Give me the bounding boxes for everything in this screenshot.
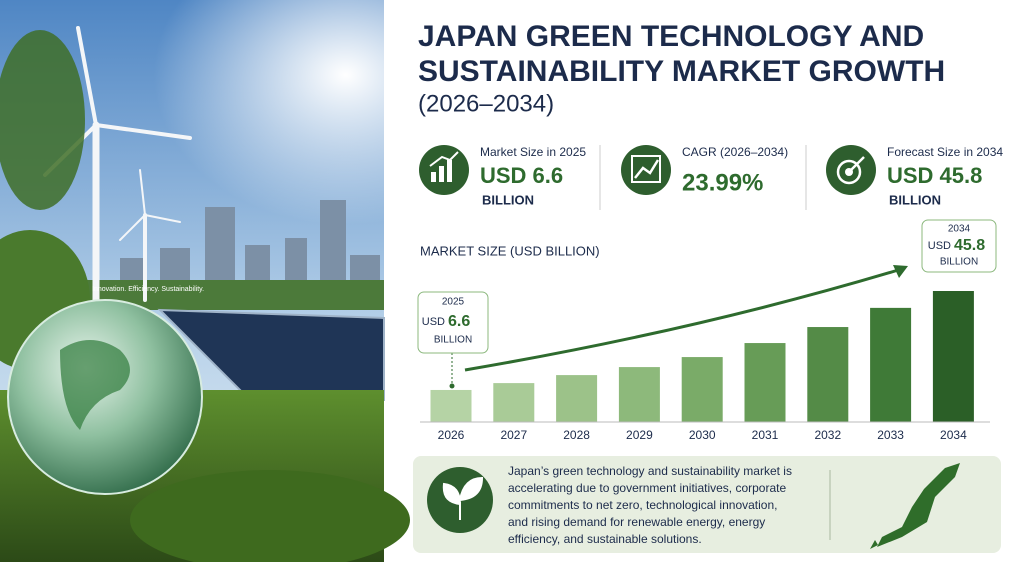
title-line: SUSTAINABILITY MARKET GROWTH [418, 55, 945, 88]
kpi-unit: BILLION [482, 192, 534, 207]
x-tick-label: 2031 [752, 428, 779, 442]
kpi-label: CAGR (2026–2034) [682, 145, 788, 159]
bar [681, 357, 723, 422]
kpi-value: 23.99% [682, 169, 763, 196]
bar [618, 367, 660, 422]
arrow-head [893, 265, 908, 278]
description-panel: Japan’s green technology and sustainabil… [413, 456, 1001, 553]
description-line: and rising demand for renewable energy, … [508, 515, 765, 529]
callout-box [417, 291, 489, 354]
chart: MARKET SIZE (USD BILLION) 2025 USD 6.6 B… [417, 219, 997, 442]
kpi-value: USD 45.8 [887, 163, 982, 188]
kpi-value: USD 6.6 [480, 163, 563, 188]
callout-year: 2034 [948, 224, 971, 235]
x-tick-label: 2032 [814, 428, 841, 442]
callout-currency: USD [422, 316, 445, 328]
x-tick-label: 2030 [689, 428, 716, 442]
chart-title: MARKET SIZE (USD BILLION) [420, 243, 600, 258]
bar [807, 327, 849, 422]
description-line: accelerating due to government initiativ… [508, 481, 786, 495]
x-tick-label: 2029 [626, 428, 653, 442]
bar [870, 307, 912, 422]
kpi-row: Market Size in 2025 USD 6.6 BILLION CAGR… [419, 145, 1003, 210]
kpi-icon [621, 145, 671, 195]
bar [430, 389, 472, 422]
description-line: efficiency, and sustainable solutions. [508, 532, 702, 546]
subtitle: (2026–2034) [418, 90, 554, 117]
description-line: Japan’s green technology and sustainabil… [508, 464, 792, 478]
callout-box [921, 219, 997, 273]
bar [932, 291, 974, 422]
callout-unit: BILLION [434, 335, 472, 346]
bar [493, 383, 535, 422]
kpi-icon [826, 145, 876, 195]
kpi-icon [419, 145, 469, 195]
x-tick-label: 2026 [438, 428, 465, 442]
description-line: commitments to net zero, technological i… [508, 498, 777, 512]
x-tick-label: 2028 [563, 428, 590, 442]
callout-currency: USD [928, 240, 951, 252]
callout-year: 2025 [442, 297, 465, 308]
bar [744, 343, 786, 422]
x-tick-label: 2034 [940, 428, 967, 442]
callout-dot [449, 383, 455, 389]
kpi-label: Forecast Size in 2034 [887, 145, 1003, 159]
title-line: JAPAN GREEN TECHNOLOGY AND [418, 20, 924, 53]
photo-caption: Innovation. Efficiency. Sustainability. [92, 286, 204, 293]
trend-arrow [464, 266, 906, 372]
x-tick-label: 2027 [500, 428, 527, 442]
callout-unit: BILLION [940, 257, 978, 268]
bar [556, 375, 598, 422]
callout-amount: 6.6 [448, 313, 470, 330]
photo: Innovation. Efficiency. Sustainability. [0, 0, 410, 567]
x-tick-label: 2033 [877, 428, 904, 442]
callout-amount: 45.8 [954, 237, 985, 254]
kpi-unit: BILLION [889, 192, 941, 207]
kpi-label: Market Size in 2025 [480, 145, 586, 159]
